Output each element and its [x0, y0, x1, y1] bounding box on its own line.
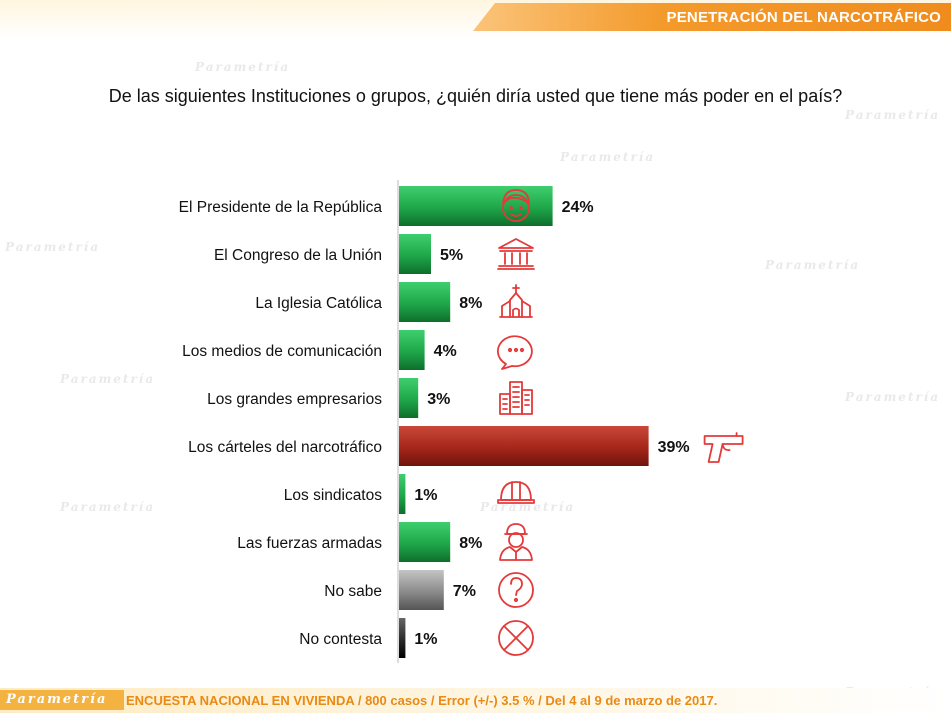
category-label: Los cárteles del narcotráfico — [188, 439, 382, 456]
category-label: Los medios de comunicación — [182, 343, 382, 360]
buildings-icon — [499, 381, 533, 415]
soldier-icon — [499, 523, 533, 561]
church-icon — [499, 284, 533, 318]
category-label: El Congreso de la Unión — [214, 247, 382, 264]
watermark-logo: Parametría — [5, 240, 101, 254]
category-label: No sabe — [324, 583, 382, 600]
bar — [399, 522, 451, 562]
data-label: 8% — [459, 295, 482, 312]
bar — [399, 234, 431, 274]
question-mark-icon — [498, 572, 534, 608]
data-label: 4% — [434, 343, 457, 360]
bar — [399, 426, 649, 466]
bar — [399, 618, 406, 658]
page-title: PENETRACIÓN DEL NARCOTRÁFICO — [666, 9, 941, 26]
watermark-logo: Parametría — [845, 108, 941, 122]
bar — [399, 282, 451, 322]
data-label: 1% — [414, 487, 437, 504]
data-label: 3% — [427, 391, 450, 408]
bar — [399, 186, 553, 226]
data-label: 7% — [453, 583, 476, 600]
congress-building-icon — [497, 238, 535, 270]
category-label: Los sindicatos — [284, 487, 382, 504]
bar — [399, 570, 444, 610]
category-label: No contesta — [299, 631, 382, 648]
watermark-logo: Parametría — [560, 150, 656, 164]
category-label: Los grandes empresarios — [207, 391, 382, 408]
survey-question: De las siguientes Instituciones o grupos… — [108, 86, 843, 106]
crossed-circle-icon — [498, 620, 534, 656]
footer: Parametría ENCUESTA NACIONAL EN VIVIENDA… — [0, 688, 951, 713]
header-bar: PENETRACIÓN DEL NARCOTRÁFICO — [473, 3, 951, 31]
watermark-logo: Parametría — [60, 500, 156, 514]
bar — [399, 474, 406, 514]
category-label: La Iglesia Católica — [255, 295, 382, 312]
data-label: 39% — [658, 439, 690, 456]
bar — [399, 378, 419, 418]
person-icon — [502, 189, 530, 222]
watermark-logo: Parametría — [60, 372, 156, 386]
data-label: 8% — [459, 535, 482, 552]
category-label: El Presidente de la República — [179, 199, 383, 216]
speech-bubble-icon — [497, 335, 533, 370]
data-label: 5% — [440, 247, 463, 264]
watermark-logo: Parametría — [845, 390, 941, 404]
category-label: Las fuerzas armadas — [237, 535, 382, 552]
data-label: 24% — [562, 199, 594, 216]
data-label: 1% — [414, 631, 437, 648]
bar — [399, 330, 425, 370]
pistol-icon — [703, 432, 744, 463]
watermark-logo: Parametría — [195, 60, 291, 74]
footer-survey-info: ENCUESTA NACIONAL EN VIVIENDA / 800 caso… — [126, 693, 718, 708]
watermark-logo: Parametría — [765, 258, 861, 272]
footer-logo: Parametría — [0, 690, 124, 710]
hard-hat-icon — [497, 481, 535, 504]
